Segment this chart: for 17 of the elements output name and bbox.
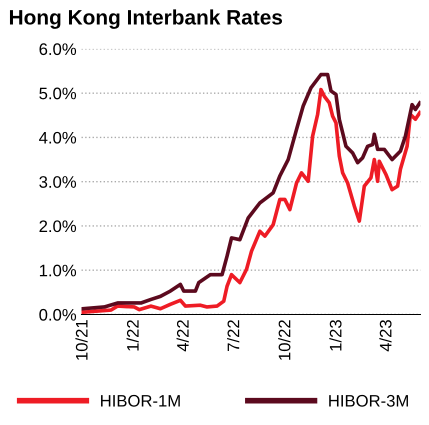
y-tick-label: 2.0% bbox=[40, 220, 76, 232]
y-tick-label: 3.0% bbox=[39, 176, 76, 188]
y-tick-label: 4.0% bbox=[39, 132, 76, 144]
x-tick-label: 1/22 bbox=[126, 320, 139, 351]
y-tick-label: 6.0% bbox=[40, 43, 76, 56]
x-tick-label: 1/23 bbox=[329, 320, 342, 351]
y-tick-label: 5.0% bbox=[39, 88, 76, 100]
y-tick-label: 1.0% bbox=[40, 264, 76, 276]
x-tick-label: 4/22 bbox=[176, 320, 189, 352]
x-tick-label: 4/23 bbox=[379, 320, 392, 352]
legend-label: HIBOR-3M bbox=[329, 394, 408, 407]
legend-label: HIBOR-1M bbox=[101, 394, 180, 407]
y-tick-label: 0.0% bbox=[39, 308, 76, 321]
x-tick-label: 10/21 bbox=[75, 320, 88, 360]
x-tick-label: 10/22 bbox=[278, 320, 290, 360]
x-tick-label: 7/22 bbox=[227, 320, 240, 351]
chart-title: Hong Kong Interbank Rates bbox=[10, 9, 282, 29]
